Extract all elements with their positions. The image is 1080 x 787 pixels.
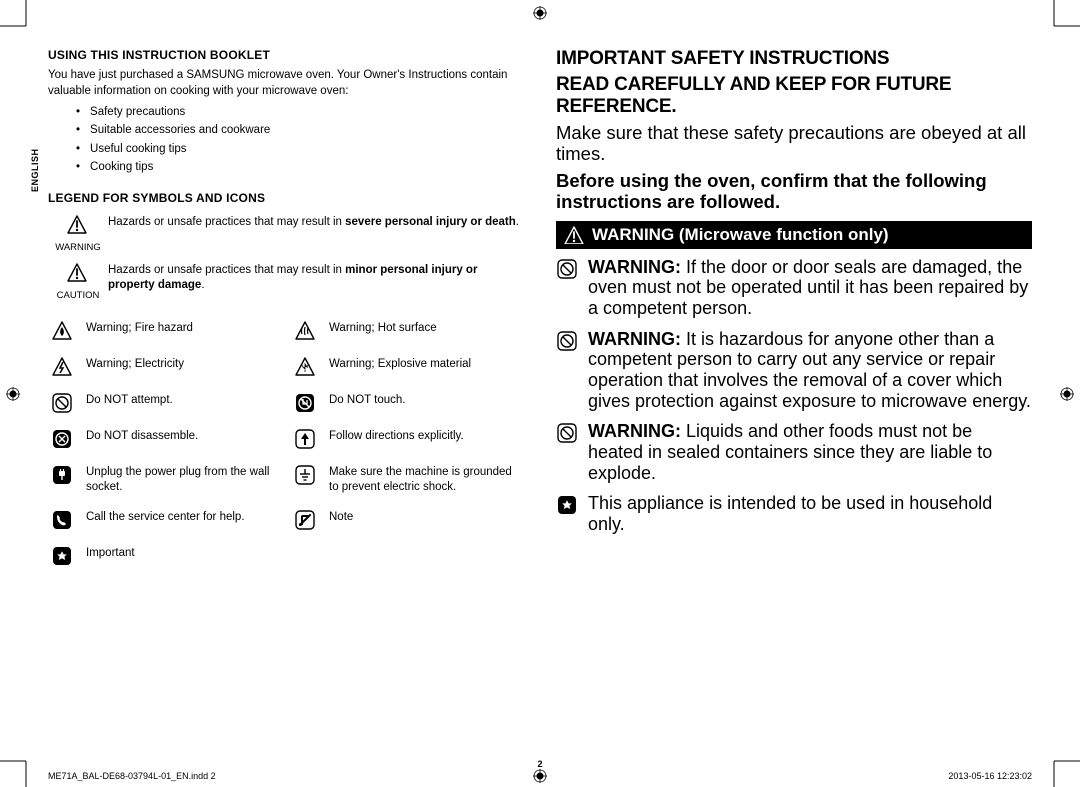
- warning-label: WARNING: [48, 242, 108, 253]
- warning-item: This appliance is intended to be used in…: [556, 493, 1032, 534]
- symbol-text: Warning; Fire hazard: [86, 321, 281, 336]
- caution-label: CAUTION: [48, 290, 108, 301]
- note-icon: [291, 510, 319, 530]
- hot-surface-icon: [291, 321, 319, 341]
- prohibit-icon: [556, 329, 580, 412]
- registration-mark-left: [6, 387, 20, 401]
- important-icon: [48, 546, 76, 566]
- symbol-text: Warning; Explosive material: [329, 357, 524, 372]
- bullet-item: Safety precautions: [76, 103, 524, 121]
- ground-icon: [291, 465, 319, 485]
- warning-bar: WARNING (Microwave function only): [556, 221, 1032, 249]
- warning-triangle-icon: [67, 215, 89, 239]
- footer-timestamp: 2013-05-16 12:23:02: [948, 771, 1032, 781]
- section-heading-legend: LEGEND FOR SYMBOLS AND ICONS: [48, 191, 524, 205]
- do-not-attempt-icon: [48, 393, 76, 413]
- symbol-text: Warning; Electricity: [86, 357, 281, 372]
- unplug-icon: [48, 465, 76, 485]
- legend-warning-row: WARNING Hazards or unsafe practices that…: [48, 215, 524, 253]
- bullet-item: Useful cooking tips: [76, 140, 524, 158]
- call-service-icon: [48, 510, 76, 530]
- symbol-text: Important: [86, 546, 281, 561]
- symbol-text: Note: [329, 510, 524, 525]
- follow-directions-icon: [291, 429, 319, 449]
- prohibit-icon: [556, 421, 580, 483]
- symbol-text: Do NOT attempt.: [86, 393, 281, 408]
- symbol-text: Do NOT disassemble.: [86, 429, 281, 444]
- language-label: ENGLISH: [30, 148, 40, 192]
- symbol-text: Make sure the machine is grounded to pre…: [329, 465, 524, 495]
- section-heading-booklet: USING THIS INSTRUCTION BOOKLET: [48, 48, 524, 62]
- do-not-touch-icon: [291, 393, 319, 413]
- warning-bar-text: WARNING (Microwave function only): [592, 225, 889, 245]
- fire-hazard-icon: [48, 321, 76, 341]
- warning-item: WARNING: If the door or door seals are d…: [556, 257, 1032, 319]
- registration-mark-top: [533, 6, 547, 20]
- important-safety-heading: IMPORTANT SAFETY INSTRUCTIONS: [556, 48, 1032, 70]
- symbol-text: Call the service center for help.: [86, 510, 281, 525]
- footer-filename: ME71A_BAL-DE68-03794L-01_EN.indd 2: [48, 771, 216, 781]
- intro-bullets: Safety precautions Suitable accessories …: [76, 103, 524, 177]
- registration-mark-bottom: [533, 769, 547, 783]
- bullet-item: Cooking tips: [76, 158, 524, 176]
- intro-text: You have just purchased a SAMSUNG microw…: [48, 68, 524, 99]
- symbol-text: Unplug the power plug from the wall sock…: [86, 465, 281, 495]
- symbol-text: Warning; Hot surface: [329, 321, 524, 336]
- electricity-icon: [48, 357, 76, 377]
- prohibit-icon: [556, 257, 580, 319]
- before-text: Before using the oven, confirm that the …: [556, 170, 1032, 213]
- bullet-item: Suitable accessories and cookware: [76, 121, 524, 139]
- legend-warning-text: Hazards or unsafe practices that may res…: [108, 215, 524, 231]
- explosive-icon: [291, 357, 319, 377]
- symbol-grid: Warning; Fire hazard Warning; Hot surfac…: [48, 321, 524, 567]
- warning-bar-icon: [564, 226, 584, 244]
- legend-caution-row: CAUTION Hazards or unsafe practices that…: [48, 263, 524, 301]
- important-icon: [556, 493, 580, 534]
- symbol-text: Follow directions explicitly.: [329, 429, 524, 444]
- legend-caution-text: Hazards or unsafe practices that may res…: [108, 263, 524, 294]
- page-number: 2: [537, 759, 542, 769]
- caution-triangle-icon: [67, 263, 89, 287]
- registration-mark-right: [1060, 387, 1074, 401]
- read-carefully-heading: READ CAREFULLY AND KEEP FOR FUTURE REFER…: [556, 74, 1032, 118]
- symbol-text: Do NOT touch.: [329, 393, 524, 408]
- warning-item: WARNING: Liquids and other foods must no…: [556, 421, 1032, 483]
- do-not-disassemble-icon: [48, 429, 76, 449]
- warning-item: WARNING: It is hazardous for anyone othe…: [556, 329, 1032, 412]
- obeyed-text: Make sure that these safety precautions …: [556, 122, 1032, 165]
